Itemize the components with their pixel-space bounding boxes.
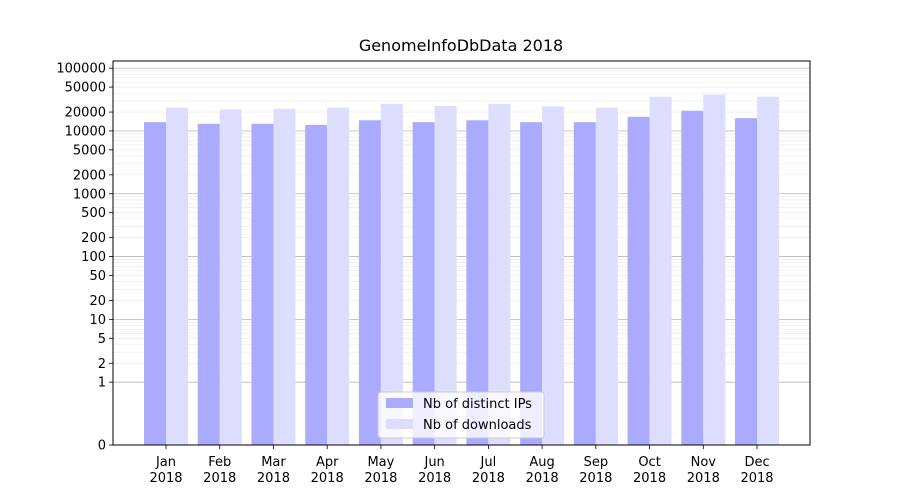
y-tick-label: 20000: [65, 106, 106, 121]
x-tick-label-year: 2018: [257, 471, 290, 486]
y-tick-label: 0: [98, 439, 106, 454]
bar-distinct-ips: [412, 122, 435, 445]
bar-distinct-ips: [305, 124, 328, 445]
chart-title: GenomeInfoDbData 2018: [359, 36, 563, 55]
x-tick-label-year: 2018: [311, 471, 344, 486]
bar-distinct-ips: [251, 123, 274, 446]
x-tick-label-month: Jan: [155, 455, 176, 470]
y-tick-label: 100: [81, 250, 106, 265]
y-axis-ticks: 0 1 2 5 10 20 50 100 200 500 1000 2000 5000 10000 2000…: [56, 62, 113, 454]
y-tick-label: 10000: [65, 124, 106, 139]
x-tick-label-year: 2018: [472, 471, 505, 486]
x-tick-label-year: 2018: [149, 471, 182, 486]
legend-swatch-ips: [386, 398, 413, 408]
x-tick-label-year: 2018: [687, 471, 720, 486]
x-tick-label-month: Apr: [316, 455, 339, 470]
x-tick-label-month: Nov: [691, 455, 717, 470]
y-tick-label: 20: [89, 294, 106, 309]
y-tick-label: 1: [98, 376, 106, 391]
y-tick-label: 2: [98, 357, 106, 372]
bar-distinct-ips: [681, 110, 704, 445]
x-tick-label-month: Jul: [480, 455, 497, 470]
bar-downloads: [703, 94, 726, 446]
bar-distinct-ips: [573, 122, 596, 445]
x-tick-label-year: 2018: [203, 471, 236, 486]
legend-box: [377, 391, 545, 439]
x-tick-label-month: Aug: [529, 455, 554, 470]
x-tick-label-month: Oct: [638, 455, 660, 470]
x-tick-label-year: 2018: [740, 471, 773, 486]
legend-label-ips: Nb of distinct IPs: [423, 397, 532, 412]
y-tick-label: 5: [98, 332, 106, 347]
x-tick-label-month: Dec: [744, 455, 769, 470]
legend-label-downloads: Nb of downloads: [423, 418, 532, 433]
bar-downloads: [649, 96, 672, 446]
bar-downloads: [166, 107, 188, 446]
y-tick-label: 50: [89, 269, 106, 284]
y-tick-label: 10: [89, 313, 106, 328]
bar-distinct-ips: [358, 120, 381, 445]
x-axis-ticks: Jan2018Feb2018Mar2018Apr2018May2018Jun20…: [149, 445, 774, 486]
bar-distinct-ips: [466, 120, 489, 445]
x-tick-label-year: 2018: [418, 471, 451, 486]
y-tick-label: 1000: [73, 187, 106, 202]
x-tick-label-month: Sep: [584, 455, 609, 470]
x-tick-label-month: Jun: [423, 455, 444, 470]
bar-downloads: [542, 106, 565, 445]
y-tick-label: 5000: [73, 143, 106, 158]
y-tick-label: 100000: [56, 62, 106, 77]
x-tick-label-year: 2018: [579, 471, 612, 486]
y-tick-label: 2000: [73, 168, 106, 183]
bar-downloads: [488, 103, 511, 446]
bar-distinct-ips: [144, 122, 166, 445]
bar-downloads: [595, 107, 618, 446]
bar-distinct-ips: [197, 123, 220, 446]
x-tick-label-year: 2018: [526, 471, 559, 486]
bar-distinct-ips: [520, 122, 543, 445]
bar-downloads: [380, 103, 403, 446]
x-tick-label-month: May: [367, 455, 394, 470]
bar-downloads: [273, 108, 296, 445]
bar-distinct-ips: [735, 118, 758, 446]
x-tick-label-month: Mar: [261, 455, 286, 470]
y-tick-label: 50000: [65, 81, 106, 96]
x-tick-label-year: 2018: [364, 471, 397, 486]
x-tick-label-year: 2018: [633, 471, 666, 486]
bars: [144, 94, 780, 446]
legend: Nb of distinct IPs Nb of downloads: [377, 391, 545, 439]
y-tick-label: 500: [81, 206, 106, 221]
bar-downloads: [327, 107, 350, 446]
x-tick-label-month: Feb: [208, 455, 231, 470]
bar-downloads: [757, 96, 780, 446]
plot-frame: [112, 60, 811, 446]
legend-swatch-downloads: [386, 419, 413, 429]
bar-distinct-ips: [627, 116, 650, 445]
bar-downloads: [434, 105, 457, 445]
y-tick-label: 200: [81, 231, 106, 246]
bar-downloads: [219, 109, 242, 445]
